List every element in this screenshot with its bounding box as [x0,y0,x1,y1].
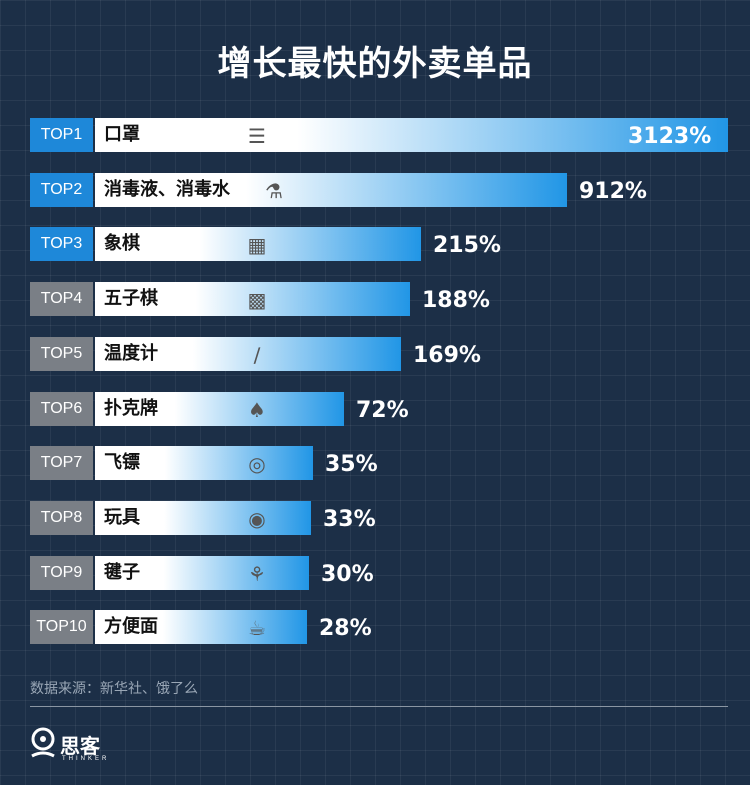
category-label: 方便面 [104,616,158,638]
bar-row: TOP5 温度计 ∕ 169% [30,336,481,371]
rank-badge: TOP3 [30,227,93,262]
bar [95,555,309,590]
value-label: 3123% [628,124,712,149]
value-label: 30% [321,561,374,587]
category-label: 象棋 [104,233,140,255]
rank-badge: TOP9 [30,555,93,590]
value-label: 72% [356,397,409,423]
rank-badge: TOP6 [30,391,93,426]
logo-tagline: THINKER [62,756,110,762]
category-label: 飞镖 [104,452,140,474]
thermometer-icon: ∕ [253,342,261,367]
bar-row: TOP8 玩具 ◉ 33% [30,500,376,535]
category-label: 扑克牌 [104,397,158,419]
bar [95,282,410,317]
thinker-logo-icon [31,727,55,758]
divider [30,706,728,707]
bar-row: TOP6 扑克牌 ♠ 72% [30,391,409,426]
category-label: 消毒液、消毒水 [104,178,230,200]
mask-icon: ☰ [248,124,266,148]
category-label: 毽子 [104,561,140,583]
category-label: 五子棋 [104,288,158,310]
bar [95,172,567,207]
bar-row: TOP4 五子棋 ▩ 188% [30,282,490,317]
bar-row: TOP7 飞镖 ◎ 35% [30,446,378,481]
instant-noodles-icon: ☕ [248,616,266,641]
bar [95,500,311,535]
bar-row: TOP3 象棋 ▦ 215% [30,227,501,262]
logo-name: 思客 [60,734,100,758]
bar [95,610,307,645]
shuttlecock-icon: ⚘ [248,561,266,586]
bar [95,336,401,371]
rank-badge: TOP4 [30,282,93,317]
yoyo-toy-icon: ◉ [248,506,266,531]
bar-row: TOP10 方便面 ☕ 28% [30,610,372,645]
rank-badge: TOP8 [30,500,93,535]
bar [95,118,728,152]
chart-title: 增长最快的外卖单品 [217,44,533,84]
dartboard-icon: ◎ [248,452,266,477]
playing-cards-icon: ♠ [248,397,266,422]
value-label: 188% [422,288,490,314]
rank-badge: TOP7 [30,446,93,481]
chinese-chess-icon: ▦ [247,233,267,258]
bar [95,227,421,262]
category-label: 温度计 [104,342,158,364]
value-label: 215% [433,233,501,259]
value-label: 33% [323,506,376,532]
value-label: 169% [413,342,481,368]
category-label: 口罩 [104,124,140,145]
value-label: 28% [319,616,372,642]
rank-badge: TOP5 [30,336,93,371]
source-note: 数据来源：新华社、饿了么 [30,681,198,697]
thinker-logo: 思客 THINKER [30,726,120,766]
bar [95,446,313,481]
rank-badge: TOP1 [30,118,93,152]
disinfectant-bottle-icon: ⚗ [265,178,283,203]
rank-badge: TOP10 [30,610,93,645]
value-label: 912% [579,178,647,204]
category-label: 玩具 [104,506,140,528]
gomoku-board-icon: ▩ [247,288,267,313]
bar-row: TOP2 消毒液、消毒水 ⚗ 912% [30,172,647,207]
bar-row: TOP1 口罩 ☰ 3123% [30,118,728,152]
bar-row: TOP9 毽子 ⚘ 30% [30,555,374,590]
rank-badge: TOP2 [30,172,93,207]
bar [95,391,344,426]
bar-chart: TOP1 口罩 ☰ 3123% TOP2 消毒液、消毒水 ⚗ 912% TOP3 象棋 ▦ 215% T… [30,118,728,645]
value-label: 35% [325,452,378,478]
